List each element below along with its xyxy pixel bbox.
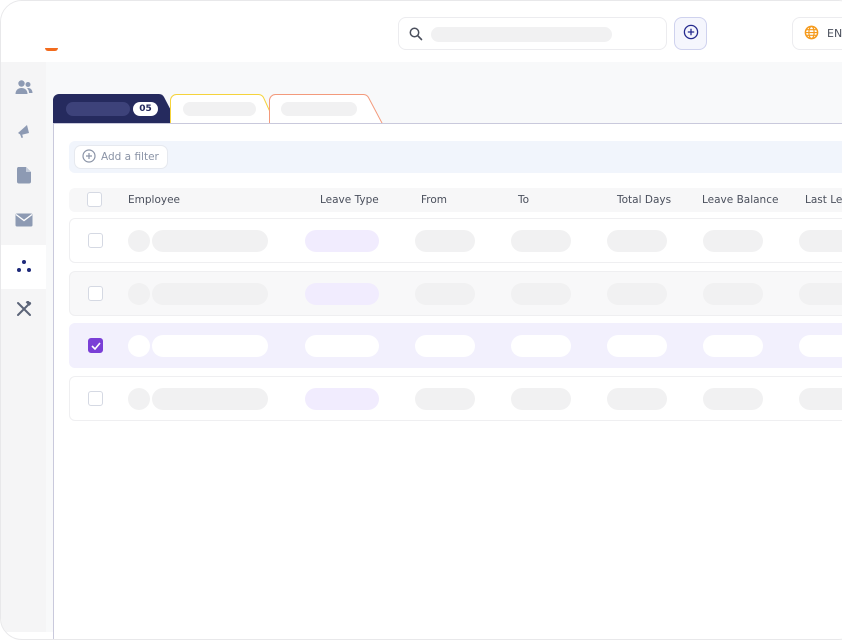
from-date-skeleton xyxy=(415,388,475,410)
tab-label-skeleton xyxy=(183,102,256,116)
check-icon xyxy=(90,341,101,350)
avatar-skeleton xyxy=(128,230,150,252)
column-header-leave-type[interactable]: Leave Type xyxy=(320,194,379,206)
from-date-skeleton xyxy=(415,283,475,305)
users-icon xyxy=(15,79,33,99)
sidebar-item-mail[interactable] xyxy=(1,199,46,243)
tab-3[interactable] xyxy=(269,94,385,124)
employee-name-skeleton xyxy=(152,335,268,357)
leave-type-skeleton xyxy=(305,388,379,410)
mail-icon xyxy=(15,212,33,231)
column-header-total-days[interactable]: Total Days xyxy=(617,194,672,206)
leave-balance-skeleton xyxy=(703,230,763,252)
row-checkbox[interactable] xyxy=(88,338,103,353)
table-header: Employee Leave Type From To Total Days L… xyxy=(69,188,842,212)
search-placeholder-skeleton xyxy=(431,27,612,42)
last-leave-skeleton xyxy=(799,283,842,305)
add-filter-label: Add a filter xyxy=(101,151,159,163)
sidebar-item-documents[interactable] xyxy=(1,155,46,199)
last-leave-skeleton xyxy=(799,230,842,252)
to-date-skeleton xyxy=(511,388,571,410)
employee-name-skeleton xyxy=(152,388,268,410)
megaphone-icon xyxy=(16,123,32,143)
leave-panel: Add a filter Employee Leave Type From To… xyxy=(53,123,842,639)
filter-bar: Add a filter xyxy=(69,141,842,173)
avatar-skeleton xyxy=(128,283,150,305)
main-content: 05 Add a filter Employee Leave Type From xyxy=(46,62,842,639)
tools-icon xyxy=(16,300,32,321)
tab-1[interactable]: 05 xyxy=(53,94,178,124)
to-date-skeleton xyxy=(511,230,571,252)
add-button[interactable] xyxy=(674,17,707,50)
sidebar-item-tools[interactable] xyxy=(1,289,46,333)
table-row[interactable] xyxy=(69,271,842,316)
tab-label-skeleton xyxy=(66,102,130,116)
leave-balance-skeleton xyxy=(703,283,763,305)
leave-type-skeleton xyxy=(305,335,379,357)
sidebar xyxy=(1,62,46,632)
column-header-from[interactable]: From xyxy=(421,194,448,206)
table-row[interactable] xyxy=(69,376,842,421)
column-header-to[interactable]: To xyxy=(518,194,530,206)
add-filter-button[interactable]: Add a filter xyxy=(74,145,168,169)
select-all-checkbox[interactable] xyxy=(87,192,102,207)
search-input[interactable] xyxy=(398,17,667,50)
total-days-skeleton xyxy=(607,335,667,357)
column-header-last-leave[interactable]: Last Leave xyxy=(805,194,842,206)
last-leave-skeleton xyxy=(799,335,842,357)
search-icon xyxy=(409,26,423,45)
leave-type-skeleton xyxy=(305,283,379,305)
plus-circle-icon xyxy=(82,148,96,166)
row-checkbox[interactable] xyxy=(88,233,103,248)
plus-circle-icon xyxy=(683,24,699,44)
avatar-skeleton xyxy=(128,388,150,410)
dots-icon xyxy=(16,258,32,277)
table-row[interactable] xyxy=(69,218,842,263)
language-label: EN xyxy=(827,27,842,40)
tab-count-badge: 05 xyxy=(133,102,158,116)
to-date-skeleton xyxy=(511,283,571,305)
total-days-skeleton xyxy=(607,230,667,252)
column-header-employee[interactable]: Employee xyxy=(128,194,181,206)
sidebar-item-leave[interactable] xyxy=(1,245,46,289)
employee-name-skeleton xyxy=(152,283,268,305)
leave-balance-skeleton xyxy=(703,388,763,410)
from-date-skeleton xyxy=(415,335,475,357)
logo xyxy=(45,48,58,51)
total-days-skeleton xyxy=(607,283,667,305)
top-bar: EN xyxy=(1,1,842,62)
last-leave-skeleton xyxy=(799,388,842,410)
tab-label-skeleton xyxy=(281,102,357,116)
document-icon xyxy=(16,166,32,188)
language-selector[interactable]: EN xyxy=(792,17,842,50)
leave-balance-skeleton xyxy=(703,335,763,357)
row-checkbox[interactable] xyxy=(88,391,103,406)
from-date-skeleton xyxy=(415,230,475,252)
column-header-leave-balance[interactable]: Leave Balance xyxy=(702,194,779,206)
employee-name-skeleton xyxy=(152,230,268,252)
total-days-skeleton xyxy=(607,388,667,410)
avatar-skeleton xyxy=(128,335,150,357)
tab-2[interactable] xyxy=(170,94,276,124)
row-checkbox[interactable] xyxy=(88,286,103,301)
globe-icon xyxy=(804,25,819,43)
to-date-skeleton xyxy=(511,335,571,357)
sidebar-item-users[interactable] xyxy=(1,67,46,111)
leave-type-skeleton xyxy=(305,230,379,252)
table-row[interactable] xyxy=(69,323,842,368)
sidebar-item-announcements[interactable] xyxy=(1,111,46,155)
